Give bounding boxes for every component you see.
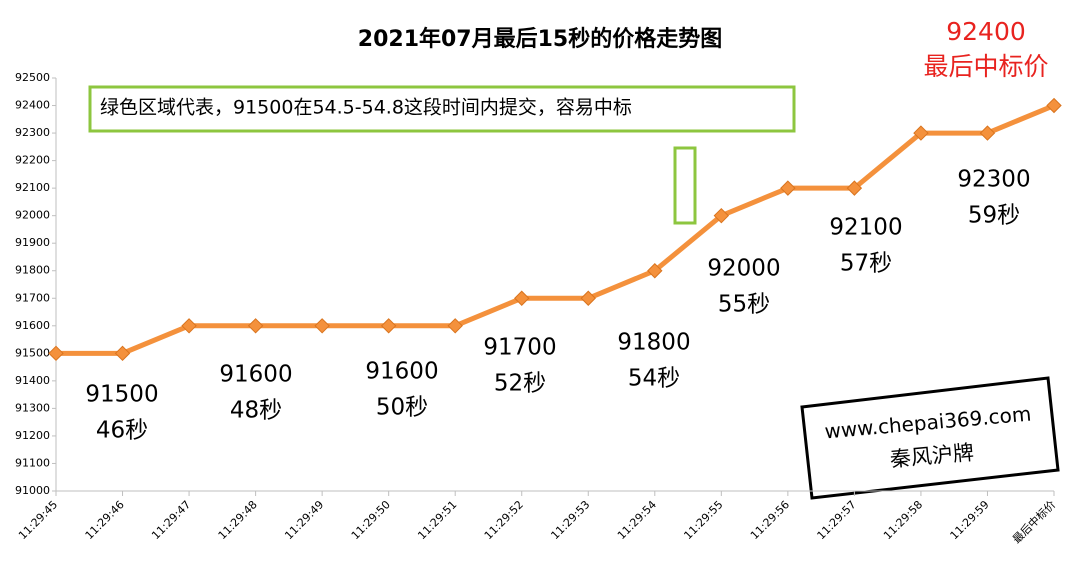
y-tick-label: 91300 (15, 401, 50, 414)
data-point (181, 318, 197, 334)
point-label: 91600 (219, 362, 292, 388)
point-label: 91500 (85, 382, 158, 408)
y-tick-label: 91100 (15, 456, 50, 469)
data-point (380, 318, 397, 334)
data-point (48, 345, 64, 362)
y-tick-label: 92400 (15, 99, 50, 112)
y-tick-label: 92000 (15, 209, 50, 222)
y-tick-label: 91400 (15, 374, 50, 387)
final-label: 92400 (946, 17, 1026, 46)
y-tick-label: 92300 (15, 126, 50, 139)
data-point (913, 125, 929, 141)
y-tick-label: 91000 (15, 484, 50, 497)
point-label: 91800 (617, 330, 690, 356)
data-point (247, 318, 264, 334)
data-point (580, 290, 596, 306)
y-tick-label: 91700 (15, 291, 50, 304)
point-label: 54秒 (628, 366, 680, 392)
point-label: 50秒 (376, 395, 428, 421)
data-point (647, 263, 663, 279)
point-label: 92100 (829, 215, 902, 241)
point-label: 92300 (957, 167, 1030, 193)
point-label: 57秒 (840, 251, 892, 277)
data-point (514, 290, 530, 306)
data-point (979, 125, 996, 141)
highlight-box (673, 146, 697, 225)
data-point (780, 180, 796, 196)
y-tick-label: 91500 (15, 346, 50, 359)
data-point (447, 318, 463, 334)
y-tick-label: 91200 (15, 429, 50, 442)
data-point (713, 207, 730, 224)
data-point (114, 345, 131, 362)
point-label: 59秒 (968, 203, 1020, 229)
y-tick-label: 91600 (15, 319, 50, 332)
point-label: 91600 (365, 359, 438, 385)
point-label: 55秒 (718, 292, 770, 318)
data-line (56, 103, 1055, 356)
point-label: 48秒 (230, 398, 282, 424)
y-tick-label: 91900 (15, 236, 50, 249)
point-label: 91700 (483, 335, 556, 361)
point-label: 52秒 (494, 371, 546, 397)
note-text: 绿色区域代表，91500在54.5-54.8这段时间内提交，容易中标 (100, 97, 632, 119)
watermark-box (800, 376, 1060, 500)
data-point (314, 318, 330, 334)
y-tick-label: 92500 (15, 71, 50, 84)
data-point (1046, 97, 1062, 114)
y-tick-label: 91800 (15, 264, 50, 277)
final-label: 最后中标价 (923, 52, 1048, 81)
y-tick-label: 92200 (15, 154, 50, 167)
point-label: 92000 (707, 256, 780, 282)
note-box (88, 85, 796, 133)
data-point (846, 180, 863, 196)
y-tick-label: 92100 (15, 181, 50, 194)
point-label: 46秒 (96, 418, 148, 444)
chart-title: 2021年07月最后15秒的价格走势图 (358, 26, 722, 52)
